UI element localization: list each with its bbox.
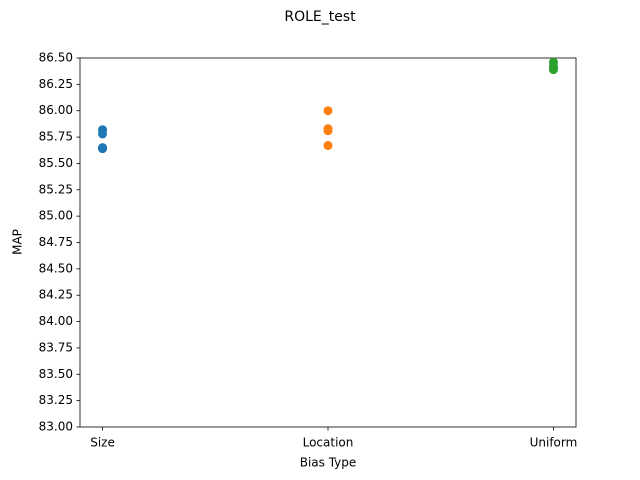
y-tick-label: 83.50 [39, 367, 73, 381]
point [98, 129, 108, 139]
y-tick-label: 84.25 [39, 288, 73, 302]
point [323, 141, 333, 151]
y-tick-label: 86.50 [39, 51, 73, 65]
point [98, 143, 108, 153]
y-tick-label: 85.50 [39, 156, 73, 170]
y-tick-label: 85.75 [39, 130, 73, 144]
y-tick-label: 86.25 [39, 77, 73, 91]
point [548, 62, 558, 72]
x-tick-label: Location [303, 436, 354, 450]
y-tick-label: 83.75 [39, 340, 73, 354]
y-axis-label: MAP [11, 229, 25, 255]
x-axis-label: Bias Type [300, 456, 357, 470]
y-tick-label: 84.00 [39, 314, 73, 328]
y-tick-label: 83.25 [39, 393, 73, 407]
y-tick-label: 85.25 [39, 182, 73, 196]
y-tick-label: 84.75 [39, 235, 73, 249]
chart-title: ROLE_test [284, 9, 356, 25]
point [323, 106, 333, 116]
x-tick-label: Uniform [530, 436, 578, 450]
y-tick-label: 85.00 [39, 209, 73, 223]
y-tick-label: 86.00 [39, 103, 73, 117]
point [323, 126, 333, 136]
y-tick-label: 83.00 [39, 420, 73, 434]
x-tick-label: Size [90, 436, 115, 450]
y-tick-label: 84.50 [39, 261, 73, 275]
